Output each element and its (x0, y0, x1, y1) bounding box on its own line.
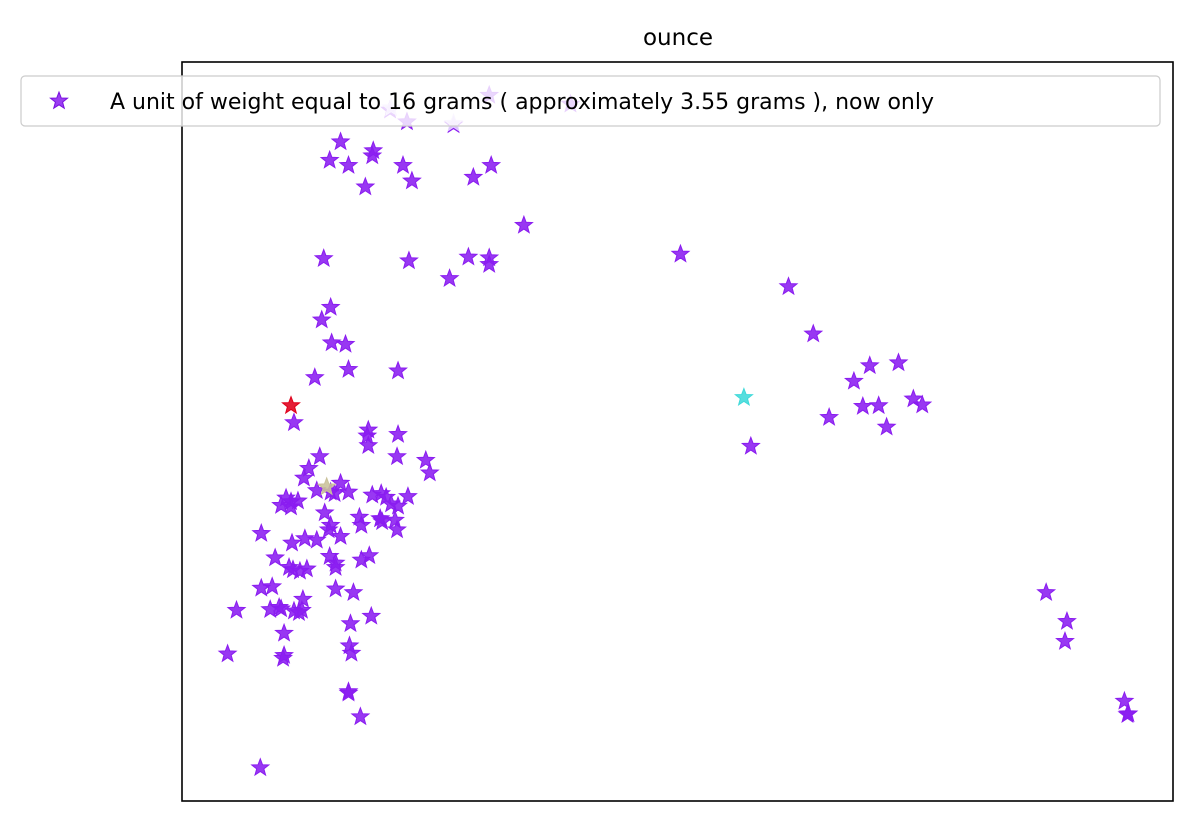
data-point-star (362, 145, 383, 165)
data-point-star (398, 486, 418, 505)
data-point-star (359, 545, 380, 565)
data-point-star (859, 355, 880, 375)
data-point-star (313, 248, 334, 268)
data-point-star (250, 757, 271, 777)
data-point-star (778, 276, 799, 296)
data-point-star (355, 176, 376, 196)
data-point-star (740, 435, 761, 455)
legend: A unit of weight equal to 16 grams ( app… (20, 75, 1161, 127)
data-point-star (273, 647, 293, 667)
data-point-star (803, 323, 824, 343)
data-point-star (335, 333, 356, 353)
data-point-star (903, 388, 924, 408)
data-point-star (226, 599, 247, 619)
data-point-star (276, 487, 296, 507)
data-point-star (330, 472, 351, 492)
data-point-star (401, 170, 422, 190)
data-point-star (1055, 630, 1075, 650)
data-point-star (415, 449, 436, 469)
data-point-star (888, 352, 909, 372)
data-point-star (293, 467, 314, 487)
data-point-star (670, 243, 691, 263)
data-point-star (330, 131, 351, 151)
data-point-star (251, 523, 272, 542)
data-point-star (265, 547, 286, 567)
data-point-star (321, 332, 342, 352)
data-point-star (282, 532, 302, 552)
data-point-star (316, 476, 337, 496)
data-point-star (370, 508, 391, 528)
data-point-star (284, 412, 304, 432)
data-point-star (217, 643, 238, 663)
data-point-star (463, 166, 484, 186)
data-point-star (439, 268, 460, 287)
data-point-star (399, 250, 419, 270)
data-point-star (481, 155, 502, 174)
data-point-star (319, 545, 340, 565)
data-point-star (388, 360, 408, 380)
data-point-star (274, 622, 294, 642)
data-point-star (358, 435, 379, 454)
data-point-star (361, 605, 382, 625)
data-point-star (314, 502, 335, 522)
data-point-star (338, 682, 359, 702)
data-point-star (325, 578, 346, 598)
data-point-star (1118, 703, 1139, 723)
data-point-star (338, 481, 359, 501)
data-point-star (298, 458, 319, 477)
chart-title: ounce (643, 25, 713, 51)
legend-box (20, 75, 1161, 127)
data-point-star (304, 367, 325, 386)
data-point-star (294, 528, 315, 548)
data-point-star (319, 149, 340, 169)
data-point-star (338, 155, 359, 174)
data-point-star (309, 446, 330, 466)
data-point-star (318, 519, 339, 539)
data-point-star (339, 635, 360, 655)
data-point-star (338, 358, 359, 378)
data-point-star (330, 526, 351, 545)
data-point-star (340, 613, 361, 633)
data-point-star (388, 424, 408, 443)
data-point-star (350, 706, 371, 726)
data-points (217, 84, 1139, 777)
data-point-star (387, 446, 407, 466)
data-point-star (876, 416, 897, 436)
data-point-star (393, 155, 413, 174)
plot-area-frame (181, 61, 1174, 802)
data-point-star (819, 407, 840, 426)
data-point-star (419, 462, 440, 482)
data-point-star (387, 519, 407, 539)
data-point-star (388, 495, 408, 515)
data-point-star (320, 296, 341, 316)
data-point-star (458, 246, 479, 266)
legend-label: A unit of weight equal to 16 grams ( app… (110, 90, 934, 115)
data-point-star (351, 549, 372, 569)
data-point-star (479, 254, 500, 273)
data-point-star (513, 214, 534, 234)
data-point-star (852, 395, 873, 415)
data-point-star (1114, 690, 1135, 710)
data-point-star (269, 596, 290, 616)
data-point-star (868, 395, 889, 415)
data-point-star (733, 387, 754, 406)
data-point-star (343, 582, 364, 602)
data-point-star (283, 559, 303, 579)
data-point-star (843, 370, 864, 390)
data-point-star (289, 602, 309, 621)
legend-star-marker (49, 90, 69, 110)
data-point-star (281, 395, 301, 415)
data-point-star (311, 309, 332, 329)
data-point-star (1036, 582, 1057, 602)
data-point-star (385, 509, 405, 529)
data-point-star (262, 576, 283, 596)
data-point-star (1057, 610, 1077, 630)
data-point-star (351, 514, 372, 534)
